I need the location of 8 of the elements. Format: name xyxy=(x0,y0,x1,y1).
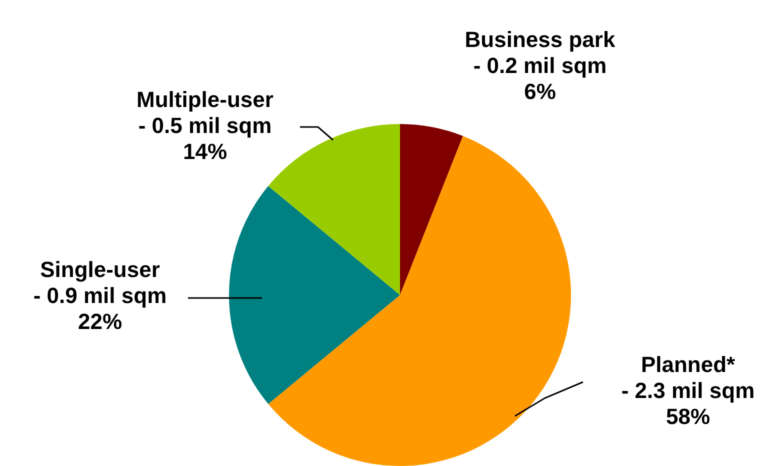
data-label: - 0.2 mil sqm 6% xyxy=(473,53,607,104)
data-label: - 0.5 mil sqm 14% xyxy=(138,113,272,164)
slice-label: Business park xyxy=(464,27,616,52)
slice-label: Single-user xyxy=(40,257,160,282)
slice-label: Planned* xyxy=(640,352,736,378)
slice-label: Multiple-user xyxy=(136,87,274,112)
data-label: - 0.9 mil sqm 22% xyxy=(33,283,167,334)
data-label: - 2.3 mil sqm 58% xyxy=(621,378,755,430)
